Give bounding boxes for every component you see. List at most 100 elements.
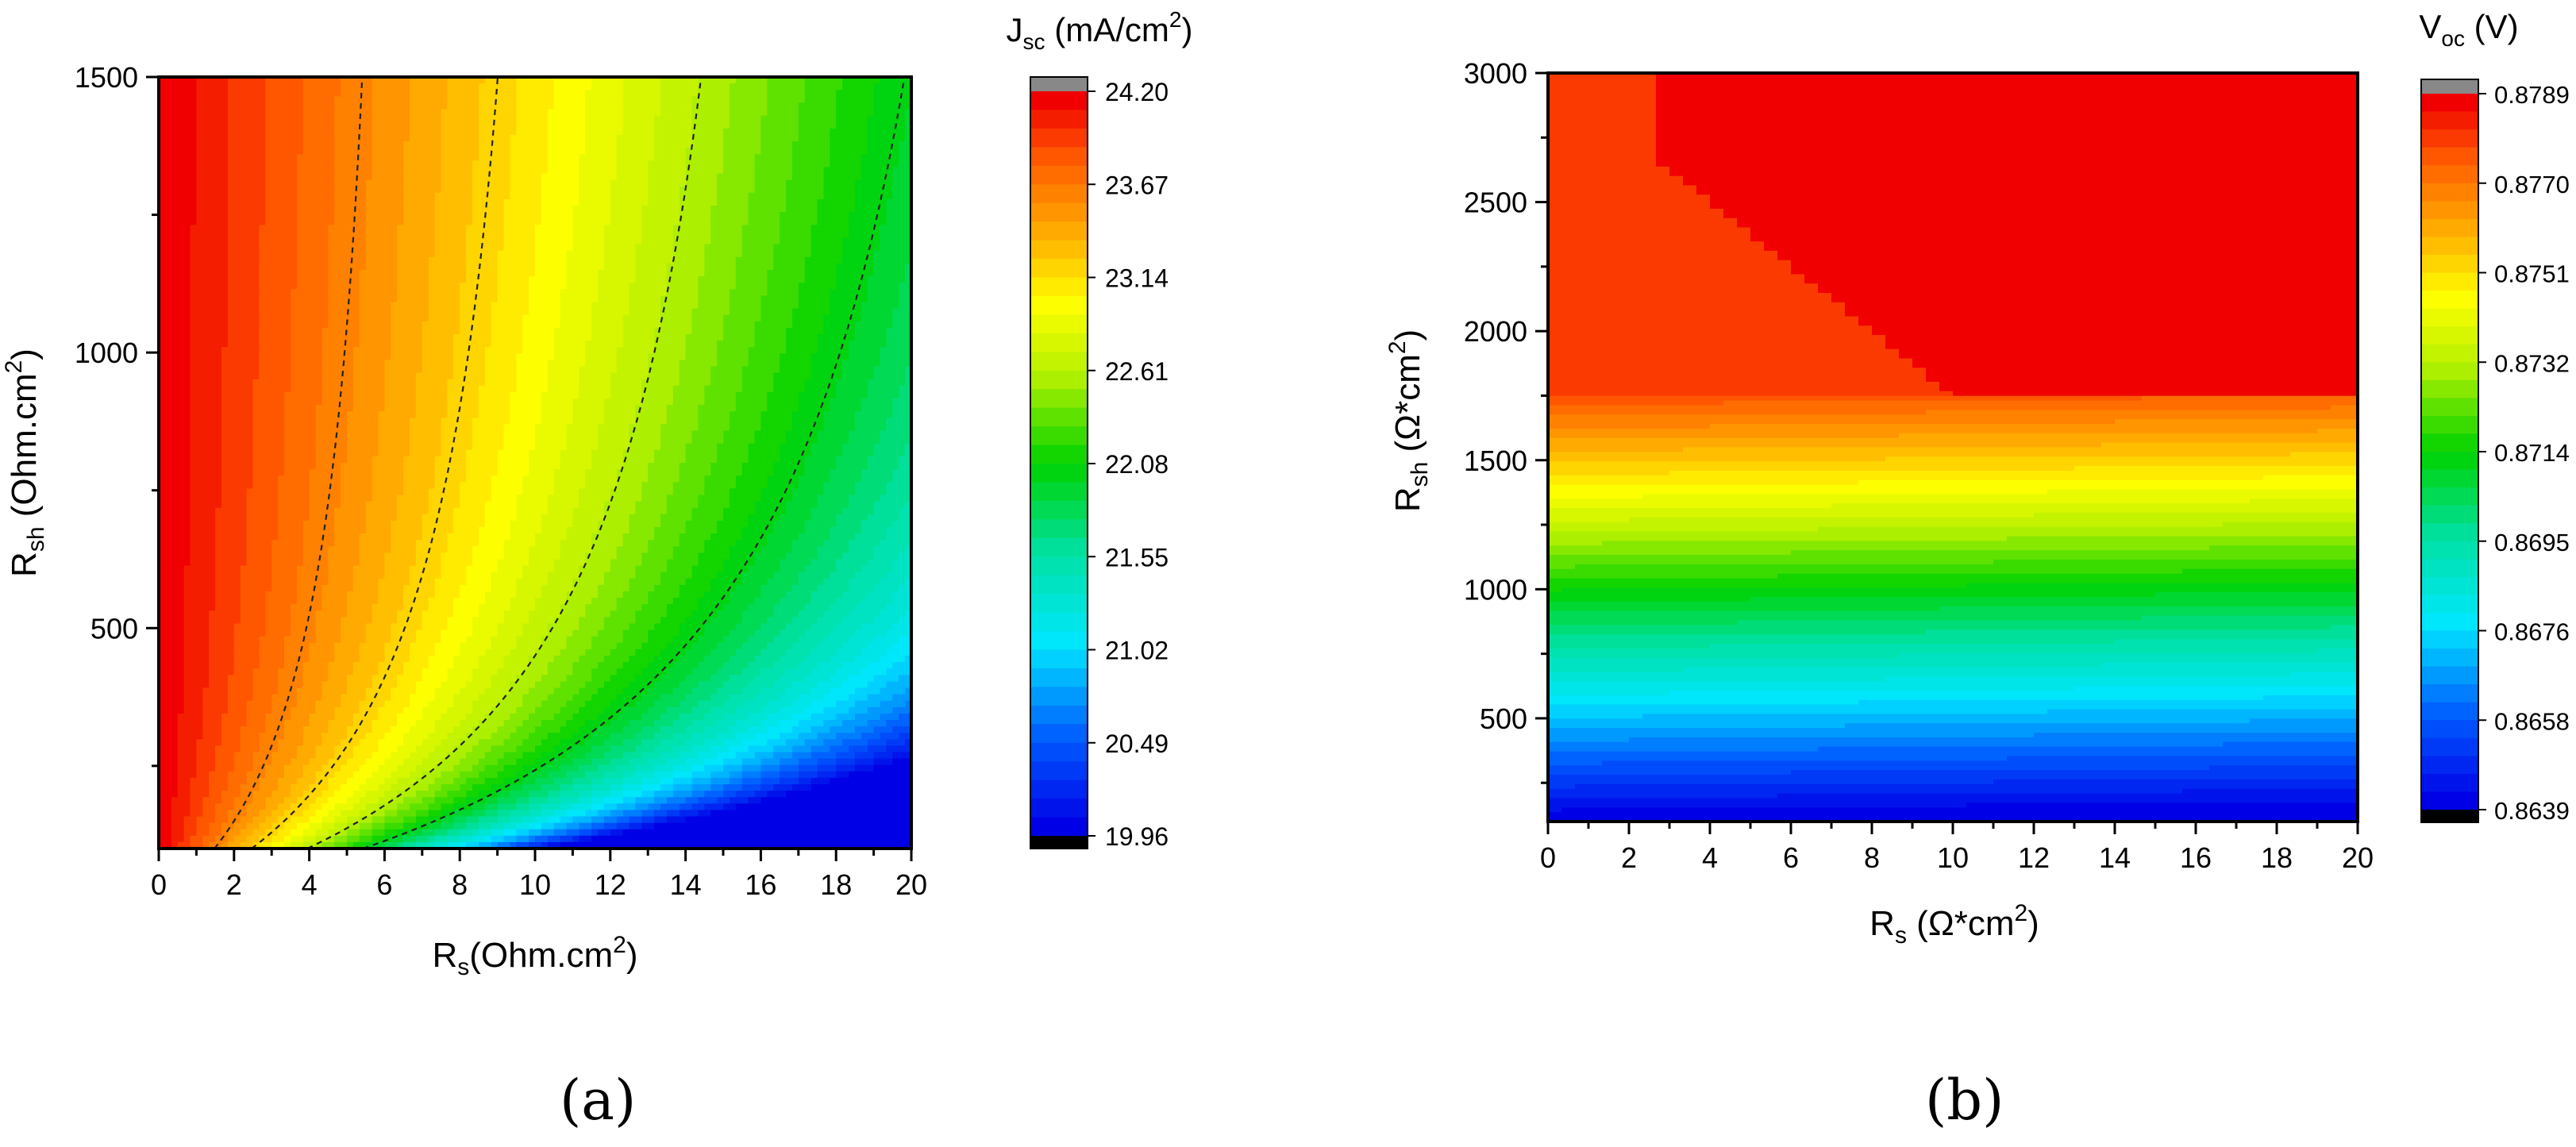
panel-a-heat-cell	[328, 584, 335, 592]
panel-a-heat-cell	[334, 192, 341, 200]
panel-a-heat-cell	[296, 154, 304, 161]
panel-a-heat-cell	[164, 803, 172, 810]
panel-a-heat-cell	[202, 764, 210, 772]
panel-a-heat-cell	[246, 835, 254, 843]
panel-a-heat-cell	[296, 552, 304, 560]
panel-a-heat-cell	[190, 495, 197, 502]
panel-a-heat-cell	[252, 90, 260, 97]
panel-a-heat-cell	[209, 192, 216, 200]
panel-a-heat-cell	[284, 604, 291, 611]
panel-a-heat-cell	[265, 841, 272, 849]
panel-a-heat-cell	[183, 398, 191, 406]
panel-a-heat-cell	[290, 636, 298, 644]
panel-a-heat-cell	[397, 495, 404, 502]
panel-a-heat-cell	[302, 302, 310, 310]
panel-a-heat-cell	[403, 841, 410, 849]
panel-a-heat-cell	[215, 469, 222, 476]
panel-a-heat-cell	[171, 308, 179, 316]
panel-a-heat-cell	[410, 206, 417, 213]
panel-a-heat-cell	[278, 784, 285, 791]
panel-a-heat-cell	[309, 681, 317, 689]
panel-a-heat-cell	[284, 507, 291, 515]
panel-a-heat-cell	[259, 353, 266, 360]
panel-a-heat-cell	[359, 134, 367, 142]
panel-a-heat-cell	[341, 604, 348, 611]
panel-a-heat-cell	[334, 237, 341, 245]
panel-a-heat-cell	[164, 270, 172, 277]
panel-a-heat-cell	[240, 218, 248, 225]
panel-a-heat-cell	[290, 314, 298, 322]
panel-a-heat-cell	[322, 437, 329, 445]
panel-a-heat-cell	[378, 90, 385, 97]
panel-a-heat-cell	[384, 366, 391, 374]
panel-a-heat-cell	[384, 96, 391, 103]
panel-a-heat-cell	[183, 372, 191, 380]
panel-a-heat-cell	[415, 115, 423, 123]
panel-a-heat-cell	[334, 540, 341, 547]
panel-a-heat-cell	[190, 514, 197, 522]
panel-a-heat-cell	[403, 398, 410, 406]
panel-a-heat-cell	[397, 700, 404, 708]
panel-a-heat-cell	[190, 816, 197, 824]
panel-a-heat-cell	[271, 321, 279, 329]
panel-a-heat-cell	[302, 803, 310, 810]
panel-a-heat-cell	[233, 198, 241, 206]
panel-a-heat-cell	[240, 591, 248, 599]
panel-a-heat-cell	[221, 578, 229, 586]
panel-a-heat-cell	[290, 237, 298, 245]
panel-a-heat-cell	[265, 327, 272, 335]
panel-a-heat-cell	[202, 720, 210, 727]
panel-a-heat-cell	[322, 629, 329, 637]
panel-a-heat-cell	[322, 341, 329, 348]
panel-a-heat-cell	[391, 77, 398, 84]
panel-a-heat-cell	[259, 668, 266, 675]
panel-a-heat-cell	[403, 256, 410, 264]
panel-a-heat-cell	[315, 706, 322, 714]
panel-a-heat-cell	[296, 816, 304, 824]
panel-a-heat-cell	[334, 617, 341, 625]
panel-a-heat-cell	[240, 604, 248, 611]
panel-a-heat-cell	[240, 456, 248, 464]
panel-a-heat-cell	[259, 449, 266, 457]
panel-a-heat-cell	[196, 102, 203, 110]
panel-a-heat-cell	[246, 488, 254, 496]
panel-a-heat-cell	[271, 649, 279, 656]
panel-a-heat-cell	[240, 109, 248, 117]
panel-a-heat-cell	[334, 173, 341, 181]
panel-a-heat-cell	[215, 649, 222, 656]
panel-a-heat-cell	[359, 797, 367, 804]
panel-a-heat-cell	[397, 841, 404, 849]
panel-a-heat-cell	[265, 565, 272, 573]
panel-a-heat-cell	[341, 610, 348, 618]
panel-a-heat-cell	[334, 443, 341, 451]
panel-a-heat-cell	[240, 102, 248, 110]
panel-a-heat-cell	[384, 347, 391, 354]
panel-a-heat-cell	[252, 121, 260, 129]
panel-a-heat-cell	[196, 656, 203, 663]
panel-a-heat-cell	[271, 488, 279, 496]
panel-a-heat-cell	[159, 96, 166, 103]
panel-a-heat-cell	[233, 835, 241, 843]
panel-a-heat-cell	[284, 797, 291, 804]
panel-a-heat-cell	[171, 720, 179, 727]
panel-a-heat-cell	[271, 771, 279, 779]
panel-a-heat-cell	[415, 218, 423, 225]
panel-a-heat-cell	[190, 443, 197, 451]
panel-a-heat-cell	[215, 777, 222, 785]
panel-a-heat-cell	[196, 584, 203, 592]
panel-a-heat-cell	[164, 591, 172, 599]
panel-a-heat-cell	[215, 283, 222, 290]
panel-a-heat-cell	[397, 424, 404, 432]
panel-a-heat-cell	[334, 758, 341, 766]
panel-a-heat-cell	[347, 295, 354, 303]
panel-a-heat-cell	[183, 424, 191, 432]
panel-a-heat-cell	[315, 302, 322, 310]
panel-a-heat-cell	[209, 822, 216, 830]
panel-a-heat-cell	[352, 283, 360, 290]
panel-a-heat-cell	[233, 584, 241, 592]
panel-a-heat-cell	[290, 250, 298, 258]
panel-a-heat-cell	[246, 777, 254, 785]
panel-a-heat-cell	[171, 263, 179, 271]
panel-a-heat-cell	[171, 347, 179, 354]
panel-a-heat-cell	[271, 636, 279, 644]
